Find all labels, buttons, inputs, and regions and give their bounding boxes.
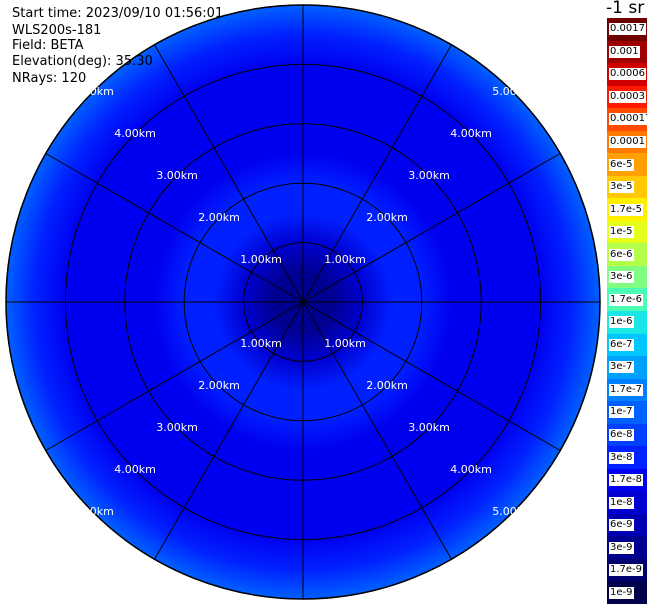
colorbar-unit: -1 sr <box>606 0 645 18</box>
colorbar-label: 1e-8 <box>609 496 634 509</box>
colorbar-label: 1e-6 <box>609 316 634 329</box>
ring-label-2-1: 2.00km <box>366 211 408 224</box>
spoke-330 <box>154 44 304 303</box>
ring-label-5-2: 5.00km <box>72 505 114 518</box>
colorbar-label: 0.0017 <box>609 23 646 36</box>
instrument-id: WLS200s-181 <box>12 23 102 38</box>
colorbar-label: 3e-5 <box>609 181 634 194</box>
colorbar-label: 0.001 <box>609 45 640 58</box>
colorbar-label: 0.0006 <box>609 68 646 81</box>
ring-label-3-3: 3.00km <box>408 421 450 434</box>
ring-label-5-0: 5.00km <box>72 85 114 98</box>
colorbar-label: 1.7e-7 <box>609 383 644 396</box>
field-name: Field: BETA <box>12 38 84 53</box>
start-time: Start time: 2023/09/10 01:56:01 <box>12 6 224 21</box>
spoke-120 <box>302 301 561 451</box>
ring-label-5-3: 5.00km <box>492 505 534 518</box>
ring-label-5-1: 5.00km <box>492 85 534 98</box>
colorbar-label: 1.7e-5 <box>609 203 644 216</box>
ring-label-4-1: 4.00km <box>450 127 492 140</box>
ring-label-1-1: 1.00km <box>324 253 366 266</box>
colorbar-label: 1e-5 <box>609 226 634 239</box>
spoke-240 <box>45 301 304 451</box>
ring-label-3-1: 3.00km <box>408 169 450 182</box>
colorbar-label: 0.0003 <box>609 90 646 103</box>
ring-label-4-0: 4.00km <box>114 127 156 140</box>
spoke-300 <box>45 153 304 303</box>
ring-label-2-2: 2.00km <box>198 379 240 392</box>
colorbar: 0.0017 0.001 0.0006 0.0003 0.00017 0.0001 6e-5… <box>607 18 647 605</box>
colorbar-label: 0.0001 <box>609 135 646 148</box>
colorbar-label: 3e-7 <box>609 361 634 374</box>
colorbar-label: 6e-8 <box>609 428 634 441</box>
colorbar-label: 6e-7 <box>609 338 634 351</box>
colorbar-label: 1e-7 <box>609 406 634 419</box>
ring-label-1-0: 1.00km <box>240 253 282 266</box>
ring-label-3-2: 3.00km <box>156 421 198 434</box>
spoke-150 <box>302 301 452 560</box>
colorbar-label: 6e-6 <box>609 248 634 261</box>
ring-label-1-3: 1.00km <box>324 337 366 350</box>
ring-label-4-2: 4.00km <box>114 463 156 476</box>
colorbar-label: 3e-6 <box>609 271 634 284</box>
colorbar-label: 3e-9 <box>609 541 634 554</box>
colorbar-label: 1.7e-9 <box>609 564 644 577</box>
colorbar-label: 3e-8 <box>609 451 634 464</box>
colorbar-label: 6e-5 <box>609 158 634 171</box>
colorbar-label: 1.7e-6 <box>609 293 644 306</box>
ring-label-2-3: 2.00km <box>366 379 408 392</box>
ring-label-3-0: 3.00km <box>156 169 198 182</box>
colorbar-label: 6e-9 <box>609 519 634 532</box>
colorbar-label: 1e-9 <box>609 586 634 599</box>
elevation: Elevation(deg): 35.30 <box>12 54 153 69</box>
colorbar-label: 1.7e-8 <box>609 474 644 487</box>
spoke-210 <box>154 301 304 560</box>
nrays: NRays: 120 <box>12 71 87 86</box>
colorbar-label: 0.00017 <box>609 113 647 126</box>
spoke-60 <box>302 153 561 303</box>
ring-label-1-2: 1.00km <box>240 337 282 350</box>
ring-label-2-0: 2.00km <box>198 211 240 224</box>
ring-label-4-3: 4.00km <box>450 463 492 476</box>
spoke-30 <box>302 44 452 303</box>
